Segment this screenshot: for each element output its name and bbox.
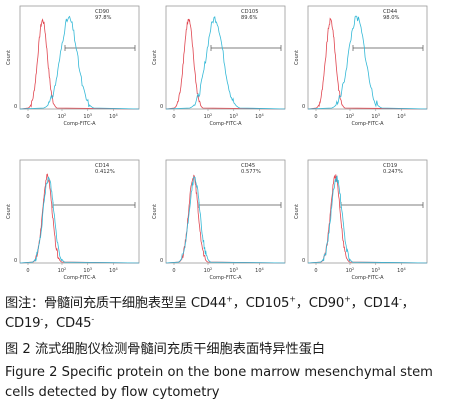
- percent-label: 0.412%: [95, 169, 115, 175]
- x-axis-label: Comp-FITC-A: [351, 121, 384, 127]
- note-sup-1: +: [226, 294, 233, 304]
- note-sup-2: +: [289, 294, 296, 304]
- x-tick-label: 0: [172, 114, 175, 120]
- marker-label: CD14: [95, 163, 110, 169]
- percent-label: 0.577%: [241, 169, 261, 175]
- y-tick-label: 0: [302, 258, 305, 264]
- x-tick-label: 104: [397, 113, 406, 120]
- x-tick-label: 103: [371, 113, 380, 120]
- plot-frame: [19, 5, 140, 110]
- y-axis-label: Count: [152, 204, 158, 219]
- y-axis-label: Count: [6, 50, 12, 65]
- x-tick-label: 103: [83, 267, 92, 274]
- x-axis-label: Comp-FITC-A: [209, 275, 242, 281]
- plot-frame: [19, 159, 140, 264]
- x-tick-label: 0: [314, 268, 317, 274]
- stained-histogram: [307, 175, 428, 264]
- stained-histogram: [19, 176, 140, 264]
- x-tick-label: 103: [229, 113, 238, 120]
- y-axis-label: Count: [152, 50, 158, 65]
- plot-frame: [165, 159, 286, 264]
- y-tick-label: 0: [160, 258, 163, 264]
- x-tick-label: 104: [109, 267, 118, 274]
- y-axis-label: Count: [6, 204, 12, 219]
- note-sup-3: +: [344, 294, 351, 304]
- x-tick-label: 104: [109, 113, 118, 120]
- x-tick-label: 102: [346, 113, 355, 120]
- percent-label: 98.0%: [383, 15, 400, 21]
- marker-label: CD90: [95, 9, 109, 15]
- marker-label: CD105: [241, 9, 259, 15]
- note-text-4: ，CD14: [350, 296, 400, 311]
- y-tick-label: 0: [14, 104, 17, 110]
- marker-label: CD44: [383, 9, 398, 15]
- note-sup-5: -: [40, 314, 44, 324]
- x-tick-label: 104: [255, 267, 264, 274]
- note-text-1: 图注：骨髓间充质干细胞表型呈 CD44: [5, 296, 227, 311]
- x-tick-label: 104: [255, 113, 264, 120]
- y-tick-label: 0: [302, 104, 305, 110]
- y-tick-label: 0: [14, 258, 17, 264]
- figure-title-en: Figure 2 Specific protein on the bone ma…: [5, 365, 433, 400]
- note-text-5: ，CD19: [5, 296, 415, 331]
- note-text-2: ，CD105: [232, 296, 290, 311]
- note-sup-4: -: [398, 294, 402, 304]
- x-tick-label: 102: [204, 267, 213, 274]
- note-text-6: ，CD45: [43, 316, 92, 331]
- marker-label: CD19: [383, 163, 397, 169]
- figure-title-cn: 图 2 流式细胞仪检测骨髓间充质干细胞表面特异性蛋白: [5, 342, 326, 357]
- x-tick-label: 103: [229, 267, 238, 274]
- stained-histogram: [307, 15, 428, 110]
- x-tick-label: 0: [314, 114, 317, 120]
- percent-label: 0.247%: [383, 169, 403, 175]
- x-tick-label: 102: [58, 113, 67, 120]
- x-tick-label: 103: [83, 113, 92, 120]
- x-tick-label: 103: [371, 267, 380, 274]
- x-tick-label: 0: [26, 114, 29, 120]
- x-tick-label: 102: [346, 267, 355, 274]
- x-tick-label: 102: [204, 113, 213, 120]
- isotype-histogram: [307, 17, 428, 110]
- plot-frame: [307, 5, 428, 110]
- x-tick-label: 0: [26, 268, 29, 274]
- stained-histogram: [165, 16, 286, 110]
- x-tick-label: 104: [397, 267, 406, 274]
- percent-label: 97.8%: [95, 15, 112, 21]
- plot-frame: [307, 159, 428, 264]
- y-axis-label: Count: [294, 204, 300, 219]
- x-axis-label: Comp-FITC-A: [351, 275, 384, 281]
- x-tick-label: 102: [58, 267, 67, 274]
- figure-note: 图注：骨髓间充质干细胞表型呈 CD44+，CD105+，CD90+，CD14-，…: [5, 294, 457, 334]
- note-text-3: ，CD90: [295, 296, 345, 311]
- plot-frame: [165, 5, 286, 110]
- y-axis-label: Count: [294, 50, 300, 65]
- y-tick-label: 0: [160, 104, 163, 110]
- x-axis-label: Comp-FITC-A: [209, 121, 242, 127]
- percent-label: 89.6%: [241, 15, 258, 21]
- x-tick-label: 0: [172, 268, 175, 274]
- stained-histogram: [165, 176, 286, 264]
- stained-histogram: [19, 15, 140, 110]
- isotype-histogram: [165, 18, 286, 110]
- marker-label: CD45: [241, 163, 255, 169]
- note-sup-6: -: [91, 314, 95, 324]
- x-axis-label: Comp-FITC-A: [63, 121, 96, 127]
- x-axis-label: Comp-FITC-A: [63, 275, 96, 281]
